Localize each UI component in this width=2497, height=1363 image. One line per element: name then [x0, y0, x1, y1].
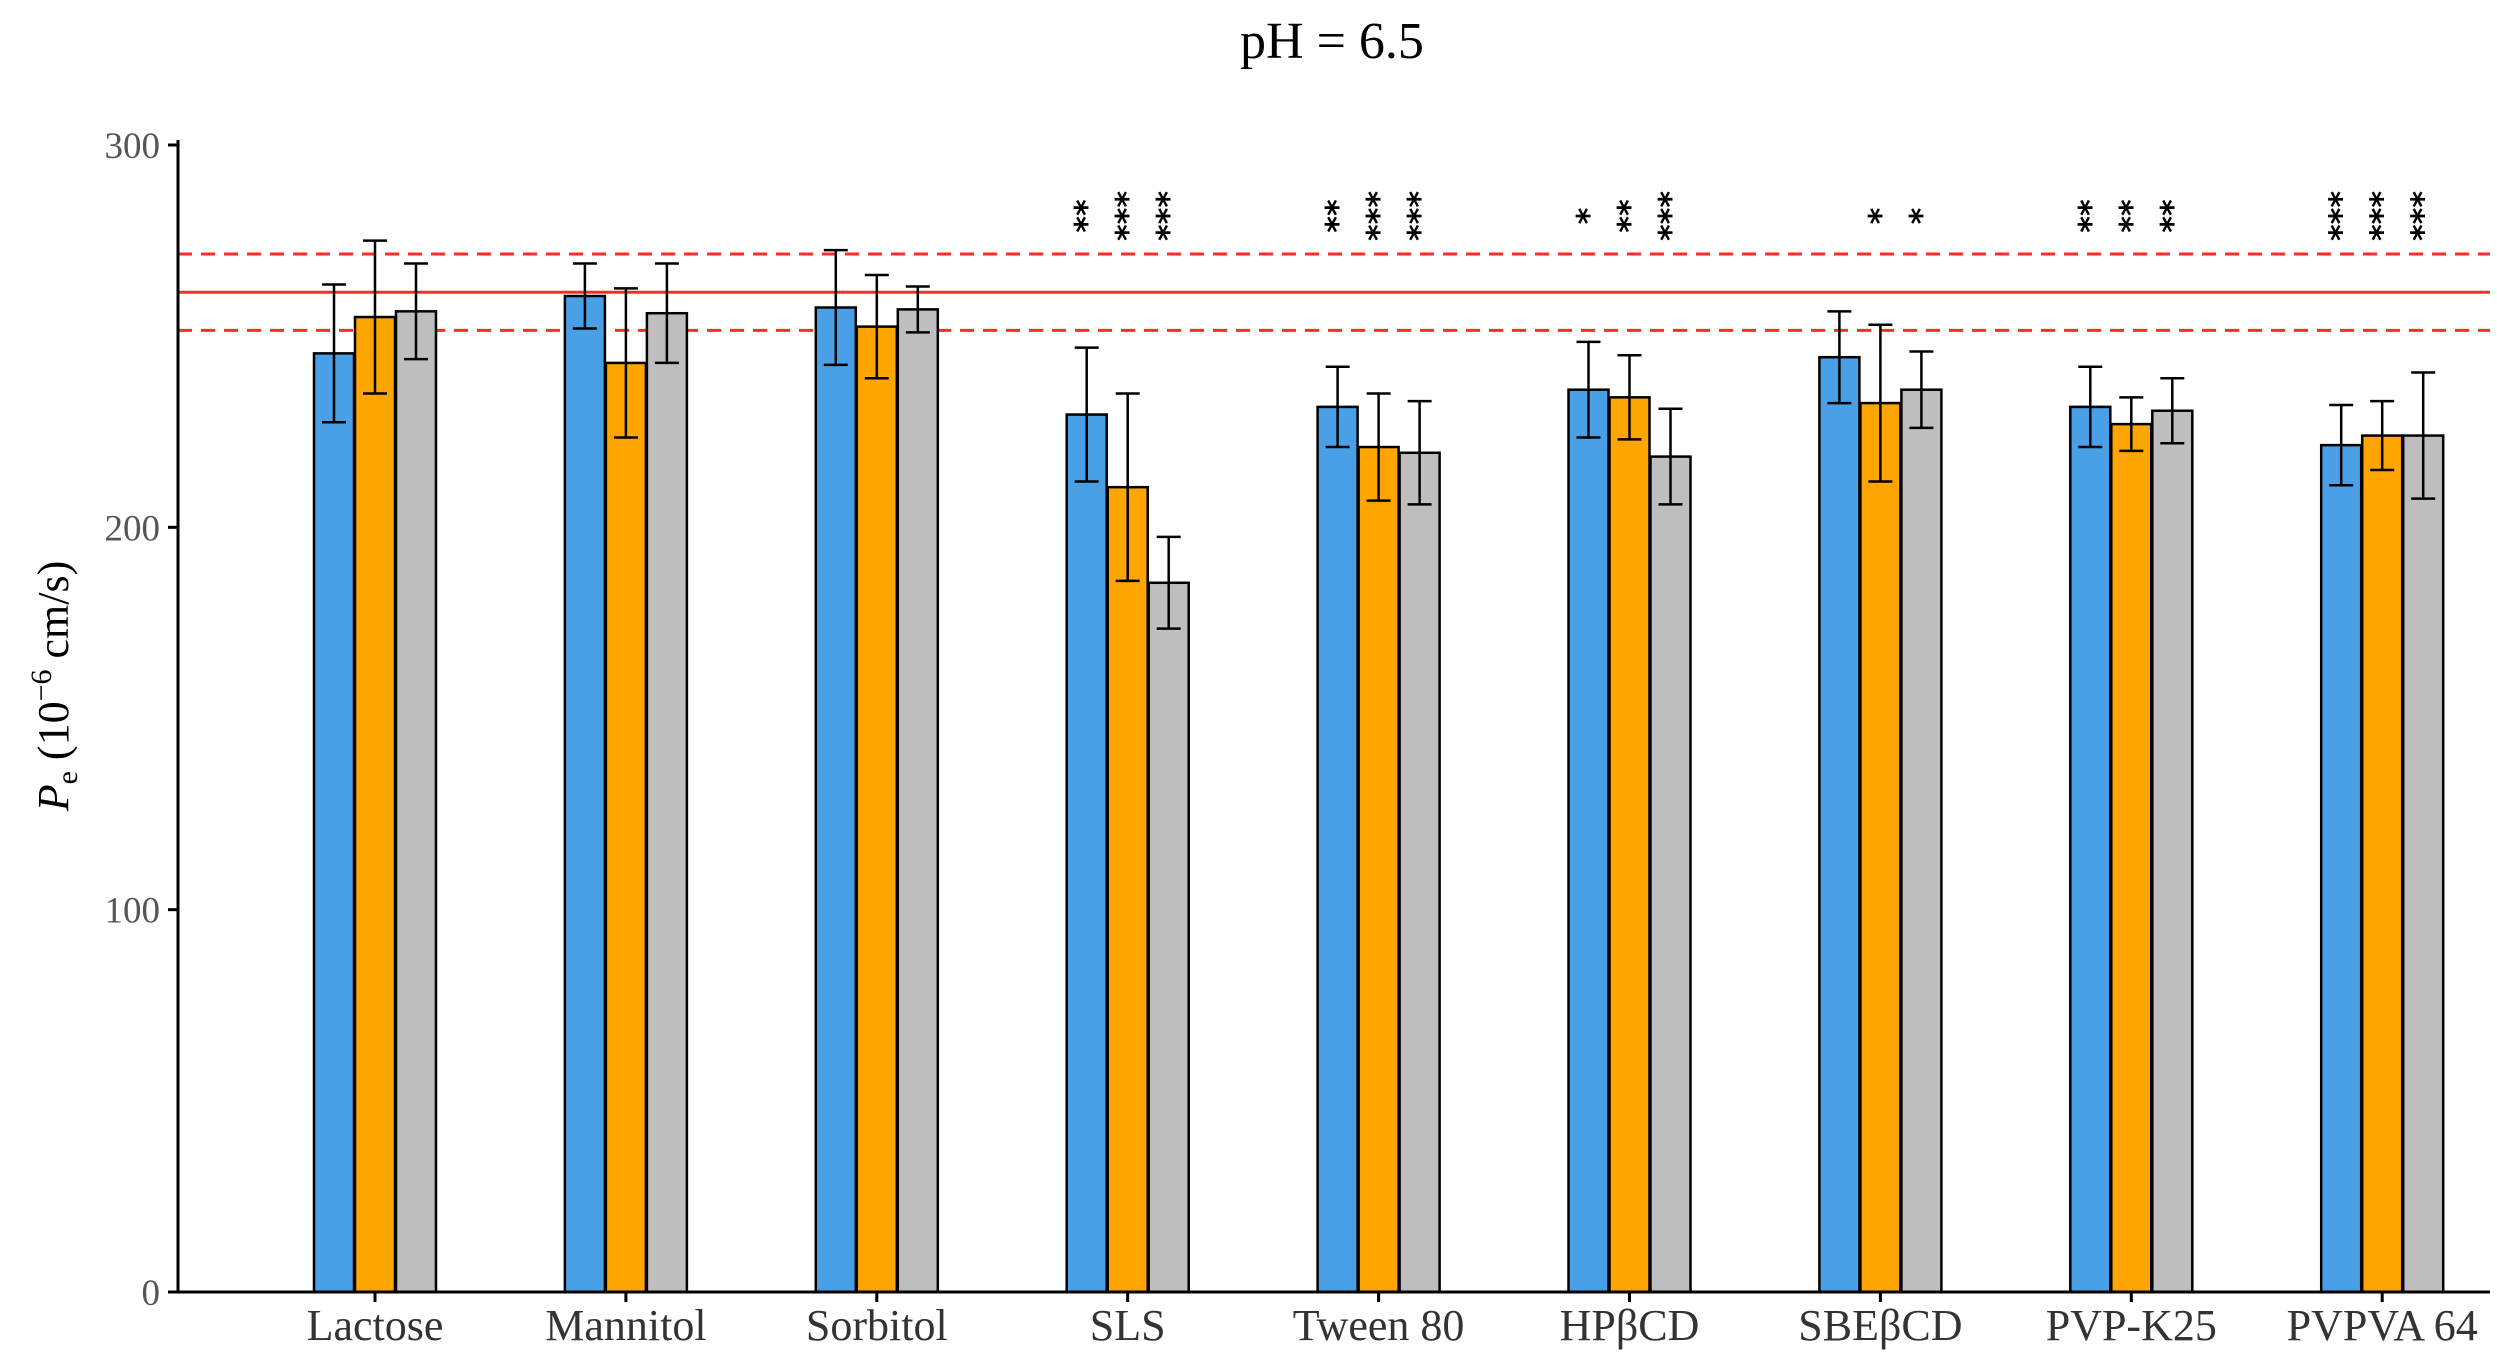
bar-sbe-cd-s2: [1859, 401, 1902, 1294]
bar-pvpva-64-s3: [2401, 434, 2445, 1294]
significance-pvpva-64-s2: ***: [2363, 191, 2401, 241]
bar-hp-cd-s1: [1567, 388, 1610, 1294]
x-tick-label-lactose: Lactose: [307, 1301, 444, 1350]
bar-pvpva-64-s1: [2319, 443, 2363, 1294]
bar-tween-80-s1: [1316, 405, 1359, 1294]
y-tick-label-100: 100: [105, 891, 161, 932]
bar-sbe-cd-s3: [1900, 388, 1943, 1294]
bar-mannitol-s2: [604, 361, 648, 1294]
significance-tween-80-s1: **: [1319, 199, 1357, 233]
significance-sbe-cd-s3: *: [1902, 207, 1940, 224]
bar-sls-s3: [1147, 581, 1190, 1294]
bar-tween-80-s3: [1398, 451, 1441, 1294]
bar-tween-80-s2: [1357, 445, 1400, 1294]
y-tick-label-200: 200: [105, 508, 161, 549]
bar-sorbitol-s1: [814, 306, 858, 1294]
bar-mannitol-s1: [563, 294, 607, 1294]
y-axis-label: Pe (10−6 cm/s): [25, 561, 84, 813]
reference-lines: [178, 252, 2490, 332]
bar-sorbitol-s3: [896, 308, 940, 1294]
significance-hp-cd-s2: **: [1611, 199, 1649, 233]
y-label-symbol: P: [29, 784, 78, 812]
y-tick-label-300: 300: [105, 126, 161, 167]
bars: [312, 294, 2445, 1294]
significance-sls-s3: ***: [1150, 191, 1188, 241]
significance-markers: ** *** *** ** *** *** * ** *** * * ** ** ** *** *** ***: [1068, 191, 2443, 241]
x-axis-ticks: Lactose Mannitol Sorbitol SLS Tween 80 HPβCD S…: [307, 1292, 2478, 1350]
x-tick-label-hp-cd: HPβCD: [1560, 1301, 1700, 1350]
x-tick-label-sorbitol: Sorbitol: [806, 1301, 948, 1350]
x-tick-label-sls: SLS: [1090, 1301, 1166, 1350]
x-tick-label-pvpva-64: PVPVA 64: [2287, 1301, 2478, 1350]
chart-title: pH = 6.5: [1240, 13, 1424, 70]
significance-hp-cd-s3: ***: [1652, 191, 1690, 241]
significance-pvpva-64-s1: ***: [2322, 191, 2360, 241]
bar-pvp-k25-s2: [2110, 422, 2153, 1294]
significance-tween-80-s3: ***: [1401, 191, 1439, 241]
bar-hp-cd-s3: [1649, 455, 1692, 1294]
significance-pvpva-64-s3: ***: [2404, 191, 2442, 241]
y-label-subscript: e: [51, 771, 84, 784]
x-tick-label-mannitol: Mannitol: [545, 1301, 706, 1350]
significance-hp-cd-s1: *: [1570, 207, 1608, 224]
y-label-exponent: −6: [25, 669, 58, 701]
bar-pvpva-64-s2: [2360, 434, 2404, 1294]
significance-tween-80-s2: ***: [1360, 191, 1398, 241]
significance-pvp-k25-s2: **: [2112, 199, 2150, 233]
bar-sorbitol-s2: [855, 325, 899, 1294]
x-tick-label-sbe-cd: SBEβCD: [1798, 1301, 1962, 1350]
x-tick-label-tween-80: Tween 80: [1293, 1301, 1465, 1350]
significance-pvp-k25-s3: **: [2153, 199, 2191, 233]
bar-hp-cd-s2: [1608, 396, 1651, 1294]
bar-sls-s1: [1065, 413, 1108, 1294]
y-tick-label-0: 0: [142, 1273, 161, 1314]
bar-lactose-s1: [312, 352, 356, 1294]
significance-pvp-k25-s1: **: [2071, 199, 2109, 233]
bar-mannitol-s3: [645, 311, 689, 1294]
x-tick-label-pvp-k25: PVP-K25: [2046, 1301, 2217, 1350]
significance-sbe-cd-s2: *: [1861, 207, 1899, 224]
bar-sls-s2: [1106, 485, 1149, 1294]
significance-sls-s2: ***: [1109, 191, 1147, 241]
bar-lactose-s2: [353, 315, 397, 1294]
bar-pvp-k25-s3: [2151, 409, 2194, 1294]
y-axis-ticks: 0 100 200 300: [105, 126, 178, 1314]
bar-lactose-s3: [394, 310, 438, 1294]
y-label-unit: cm/s: [29, 575, 78, 658]
y-label-base: 10: [29, 701, 78, 745]
significance-sls-s1: **: [1068, 199, 1106, 233]
error-bars: [322, 239, 2436, 630]
bar-sbe-cd-s1: [1818, 355, 1861, 1294]
bar-pvp-k25-s1: [2069, 405, 2112, 1294]
